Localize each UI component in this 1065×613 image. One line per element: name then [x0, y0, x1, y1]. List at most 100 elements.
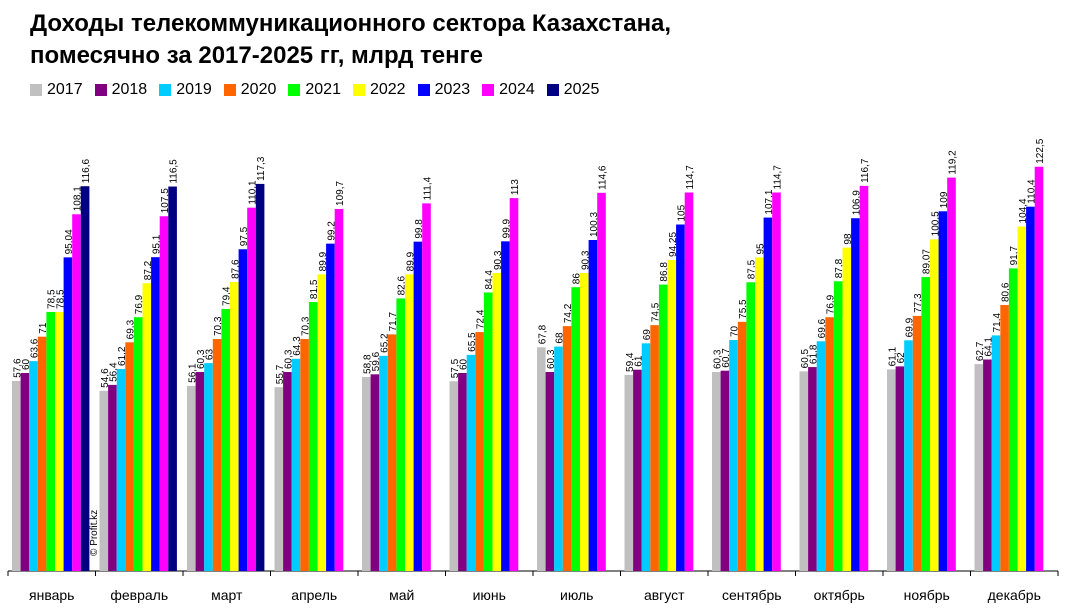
- data-label-2018-1: 56,4: [108, 362, 119, 382]
- data-label-2023-2: 97,5: [239, 226, 250, 246]
- bar-2017-10: [887, 369, 896, 571]
- legend-label-2019: 2019: [176, 81, 212, 98]
- bar-2017-3: [274, 387, 284, 571]
- data-label-2018-10: 62: [896, 352, 907, 364]
- data-label-2020-6: 74,2: [563, 303, 574, 323]
- legend-item-2025: 2025: [546, 81, 600, 99]
- data-label-2019-2: 63: [205, 349, 216, 361]
- legend-swatch-2021: [288, 84, 301, 96]
- chart-legend: 2017 2018 2019 2020 2021 2022 2023 2024 2025: [30, 80, 611, 100]
- bar-2018-11: [983, 359, 992, 571]
- legend-swatch-2018: [94, 84, 107, 96]
- data-label-2018-6: 60,3: [546, 349, 557, 369]
- data-label-2024-8: 114,7: [773, 165, 784, 190]
- data-label-2022-2: 87,6: [230, 259, 241, 279]
- bar-2019-1: [116, 369, 126, 571]
- bar-2017-5: [449, 381, 459, 571]
- bar-2018-6: [545, 372, 555, 571]
- data-label-2025-2: 117,3: [256, 156, 267, 181]
- data-label-2022-11: 104,4: [1018, 198, 1029, 223]
- legend-label-2025: 2025: [563, 81, 600, 98]
- bar-2020-3: [300, 339, 309, 571]
- bar-2024-11: [1034, 166, 1044, 571]
- data-label-2019-4: 65,2: [380, 333, 391, 353]
- bar-2022-10: [930, 239, 939, 571]
- data-label-2017-7: 59,4: [625, 352, 636, 372]
- data-label-2021-0: 78,5: [47, 289, 58, 309]
- legend-label-2018: 2018: [111, 81, 148, 98]
- data-label-2020-10: 77,3: [913, 293, 924, 313]
- bar-2023-0: [63, 257, 73, 571]
- data-label-2019-6: 68: [555, 332, 566, 344]
- bar-2024-7: [684, 192, 694, 572]
- bar-2019-4: [379, 355, 388, 571]
- data-label-2019-7: 69: [642, 329, 653, 341]
- data-label-2024-4: 111,4: [423, 176, 434, 200]
- data-label-2023-0: 95,04: [64, 229, 75, 254]
- legend-label-2020: 2020: [240, 81, 277, 98]
- x-tick-label: апрель: [291, 587, 337, 603]
- data-label-2017-8: 60,3: [712, 349, 723, 369]
- bar-2021-8: [746, 282, 755, 571]
- bar-2019-7: [641, 343, 651, 571]
- data-label-2024-1: 107,5: [160, 188, 171, 213]
- bar-2018-0: [20, 373, 30, 571]
- data-label-2021-9: 87,8: [834, 258, 845, 278]
- bar-2023-10: [938, 211, 948, 572]
- data-label-2022-1: 87,2: [143, 260, 154, 280]
- data-label-2020-3: 70,3: [301, 316, 312, 336]
- bar-2020-11: [1000, 305, 1009, 571]
- legend-swatch-2025: [546, 84, 559, 96]
- chart-title-line-1: Доходы телекоммуникационного сектора Каз…: [30, 10, 672, 37]
- bar-2018-5: [458, 373, 467, 571]
- data-label-2018-4: 59,6: [371, 351, 382, 371]
- bar-2017-4: [362, 376, 371, 571]
- data-label-2023-5: 99,9: [501, 218, 512, 238]
- chart-title-line-2: помесячно за 2017-2025 гг, млрд тенге: [30, 42, 483, 69]
- data-label-2019-1: 61,2: [117, 346, 128, 366]
- x-tick-label: май: [389, 587, 414, 603]
- data-label-2018-0: 60: [21, 358, 32, 370]
- data-label-2021-6: 86: [572, 273, 583, 285]
- data-label-2024-9: 116,7: [860, 158, 871, 183]
- data-label-2023-11: 110,4: [1026, 179, 1037, 204]
- bar-2019-11: [991, 335, 1001, 571]
- data-label-2017-0: 57,6: [12, 358, 23, 378]
- bar-2024-6: [597, 192, 606, 571]
- bar-2019-10: [904, 340, 913, 571]
- bar-2022-2: [230, 281, 239, 571]
- data-label-2020-4: 71,7: [388, 311, 399, 331]
- data-label-2017-5: 57,5: [450, 358, 461, 378]
- bar-2022-3: [317, 274, 327, 571]
- bar-2019-9: [816, 341, 826, 571]
- data-label-2024-10: 119,2: [948, 150, 959, 175]
- data-label-2024-6: 114,6: [598, 165, 609, 190]
- legend-swatch-2023: [417, 84, 430, 96]
- bar-2023-1: [151, 257, 160, 571]
- bar-2025-0: [80, 186, 90, 571]
- data-label-2021-11: 91,7: [1009, 245, 1020, 265]
- bar-2024-5: [509, 198, 519, 571]
- bar-2024-10: [947, 177, 956, 571]
- bar-2022-9: [842, 247, 852, 571]
- bar-2023-9: [851, 218, 860, 572]
- data-label-2018-5: 60: [458, 358, 469, 370]
- bar-2021-10: [921, 277, 930, 571]
- bar-2020-9: [825, 317, 834, 571]
- data-label-2022-10: 100,5: [930, 211, 941, 236]
- bar-2022-4: [405, 274, 414, 571]
- bar-2023-4: [413, 241, 423, 571]
- data-label-2024-0: 108,1: [73, 186, 84, 211]
- x-tick-label: декабрь: [988, 587, 1041, 603]
- data-label-2021-10: 89,07: [922, 249, 933, 274]
- legend-item-2021: 2021: [288, 81, 341, 99]
- data-label-2021-4: 82,6: [397, 276, 408, 296]
- data-label-2023-10: 109: [939, 191, 950, 208]
- bar-2018-2: [195, 372, 205, 571]
- bar-2025-2: [255, 183, 265, 571]
- data-label-2019-8: 70: [730, 325, 741, 337]
- legend-swatch-2024: [482, 84, 495, 96]
- bar-2018-7: [633, 369, 642, 571]
- legend-item-2018: 2018: [94, 81, 148, 99]
- bar-2020-7: [650, 325, 659, 571]
